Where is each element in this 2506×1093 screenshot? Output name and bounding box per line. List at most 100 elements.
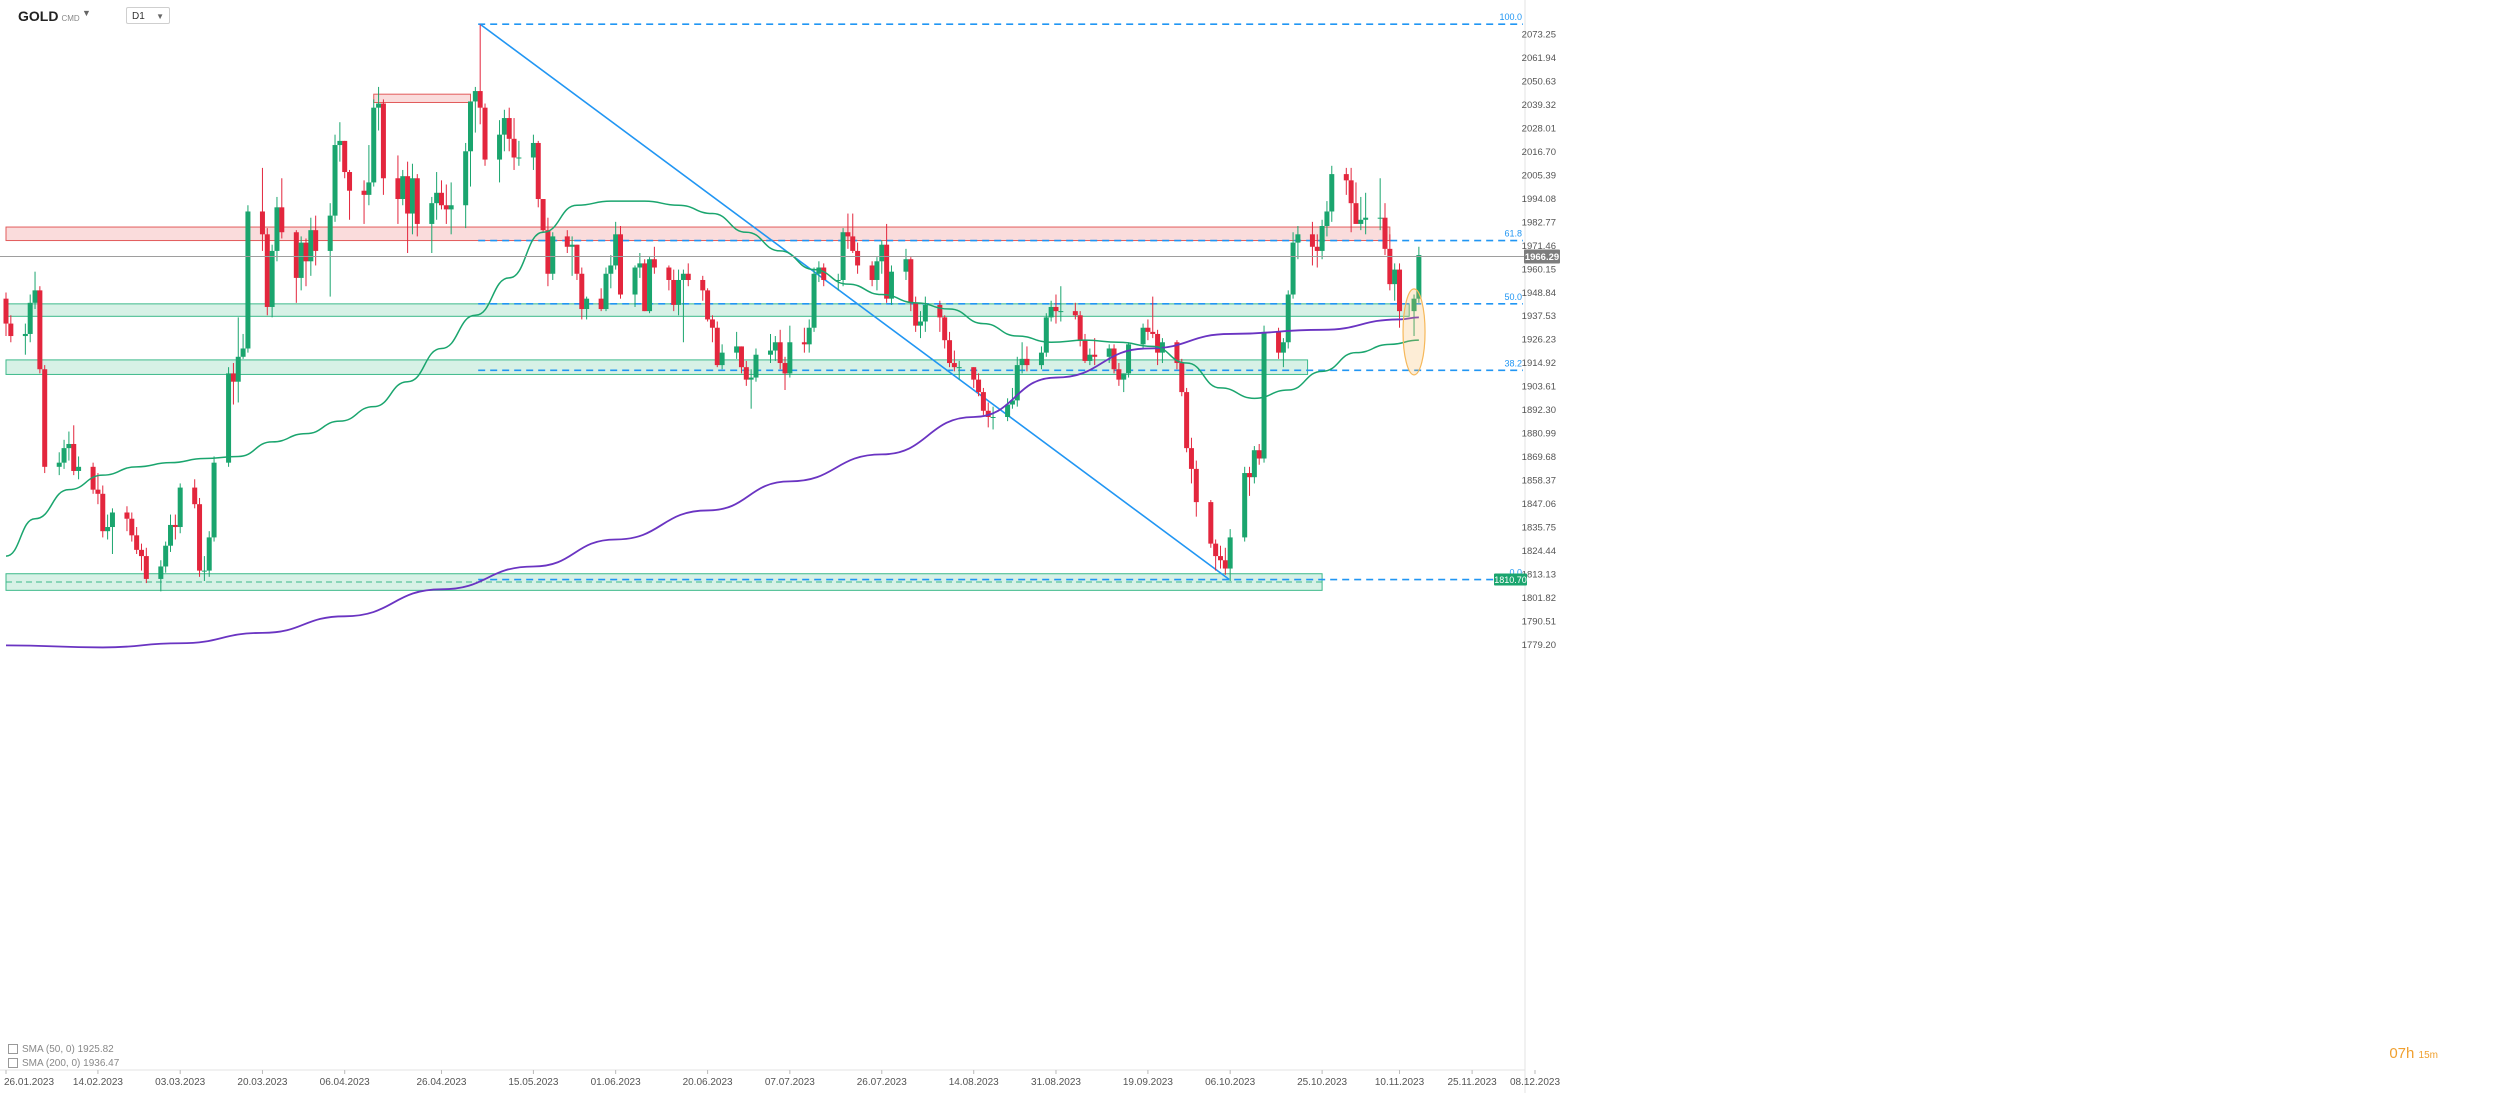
- fib-level-label: 100.0: [1499, 12, 1522, 22]
- candle-body: [598, 298, 604, 310]
- candle-body: [298, 242, 304, 278]
- candle-body: [584, 298, 590, 310]
- candle-body: [1126, 344, 1132, 374]
- candle-body: [632, 267, 638, 295]
- candle-body: [1179, 363, 1185, 393]
- price-tick-label: 2039.32: [1522, 100, 1556, 111]
- price-tick-label: 1914.92: [1522, 358, 1556, 369]
- candle-body: [1111, 348, 1117, 370]
- candle-body: [922, 304, 928, 322]
- candle-body: [647, 259, 653, 312]
- candle-body: [777, 342, 783, 364]
- candle-body: [1019, 358, 1025, 366]
- candle-body: [1116, 369, 1122, 380]
- candle-body: [163, 545, 169, 567]
- candle-body: [782, 363, 788, 374]
- candle-body: [1009, 400, 1015, 405]
- candle-body: [618, 234, 624, 295]
- candle-body: [269, 250, 275, 307]
- candle-body: [414, 178, 420, 224]
- chevron-down-icon[interactable]: ▼: [82, 8, 91, 18]
- candle-body: [917, 321, 923, 326]
- candle-body: [1411, 298, 1417, 312]
- date-tick-label: 26.04.2023: [416, 1077, 466, 1088]
- candle-body: [1348, 180, 1354, 204]
- candle-body: [506, 118, 512, 139]
- symbol-selector[interactable]: GOLD CMD: [18, 8, 80, 24]
- candle-body: [468, 101, 474, 152]
- candle-body: [1382, 217, 1388, 249]
- checkbox-icon[interactable]: [8, 1058, 18, 1069]
- candle-body: [535, 142, 541, 200]
- candle-body: [361, 190, 367, 195]
- legend-sma200-label: SMA (200, 0) 1936.47: [22, 1058, 120, 1069]
- candle-body: [743, 367, 749, 380]
- candle-body: [1092, 354, 1098, 357]
- candle-body: [313, 230, 319, 251]
- candle-body: [259, 211, 265, 235]
- candle-body: [1309, 234, 1315, 247]
- date-axis[interactable]: 26.01.2023 14.02.2023 03.03.2023 20.03.2023…: [0, 1069, 1560, 1088]
- date-tick-label: 06.04.2023: [320, 1077, 370, 1088]
- candle-body: [463, 151, 469, 206]
- candle-body: [603, 273, 609, 310]
- sma200-line: [5, 316, 1419, 649]
- resistance-zone: [5, 226, 1391, 242]
- candle-body: [138, 549, 144, 557]
- price-axis[interactable]: 2073.25 2061.94 2050.63 2039.32 2028.01 2016.…: [1494, 0, 1560, 1093]
- candle-body: [1140, 327, 1146, 345]
- price-tick-label: 1937.53: [1522, 311, 1556, 322]
- candle-body: [100, 493, 106, 532]
- candle-body: [768, 350, 773, 355]
- candle-body: [124, 512, 130, 519]
- low-price-tag: [1494, 573, 1527, 586]
- candle-body: [201, 570, 207, 572]
- candle-body: [680, 273, 686, 280]
- candle-body: [874, 261, 880, 280]
- candle-body: [1048, 306, 1054, 318]
- candle-body: [3, 298, 9, 324]
- price-tick-label: 2028.01: [1522, 123, 1556, 134]
- candle-body: [835, 279, 841, 281]
- candle-body: [671, 279, 677, 305]
- candle-body: [226, 373, 232, 463]
- candle-body: [1053, 306, 1059, 312]
- candle-body: [371, 107, 377, 183]
- price-tick-label: 2005.39: [1522, 170, 1556, 181]
- candle-body: [206, 537, 212, 571]
- candle-body: [1261, 331, 1267, 459]
- candle-body: [303, 242, 309, 262]
- candle-body: [42, 369, 48, 467]
- candle-body: [71, 443, 77, 471]
- legend-sma200[interactable]: SMA (200, 0) 1936.47: [8, 1057, 119, 1071]
- candle-body: [434, 192, 440, 204]
- legend-sma50[interactable]: SMA (50, 0) 1925.82: [8, 1043, 119, 1057]
- candle-body: [985, 410, 991, 417]
- checkbox-icon[interactable]: [8, 1044, 18, 1055]
- candle-body: [1217, 556, 1223, 561]
- candle-body: [879, 244, 885, 262]
- bar-countdown: 07h 15m: [2389, 1045, 2438, 1062]
- candle-body: [472, 91, 478, 102]
- candle-body: [540, 199, 546, 231]
- candle-body: [235, 356, 241, 382]
- timeframe-select[interactable]: D1 ▼: [126, 7, 170, 24]
- candle-body: [482, 107, 488, 160]
- candle-body: [908, 259, 914, 303]
- candle-body: [395, 178, 401, 200]
- chart-toolbar: GOLD CMD ▼ D1 ▼: [0, 0, 400, 26]
- candle-body: [574, 244, 580, 274]
- price-tick-label: 1858.37: [1522, 476, 1556, 487]
- candle-body: [719, 352, 725, 366]
- candle-body: [1077, 315, 1083, 341]
- candle-body: [516, 157, 522, 159]
- candle-body: [666, 267, 672, 280]
- candle-body: [564, 236, 570, 247]
- candle-body: [245, 211, 251, 349]
- candle-body: [1106, 348, 1112, 357]
- legend-sma50-label: SMA (50, 0) 1925.82: [22, 1044, 114, 1055]
- candle-body: [714, 327, 720, 366]
- candle-body: [105, 527, 111, 532]
- candle-body: [197, 504, 203, 571]
